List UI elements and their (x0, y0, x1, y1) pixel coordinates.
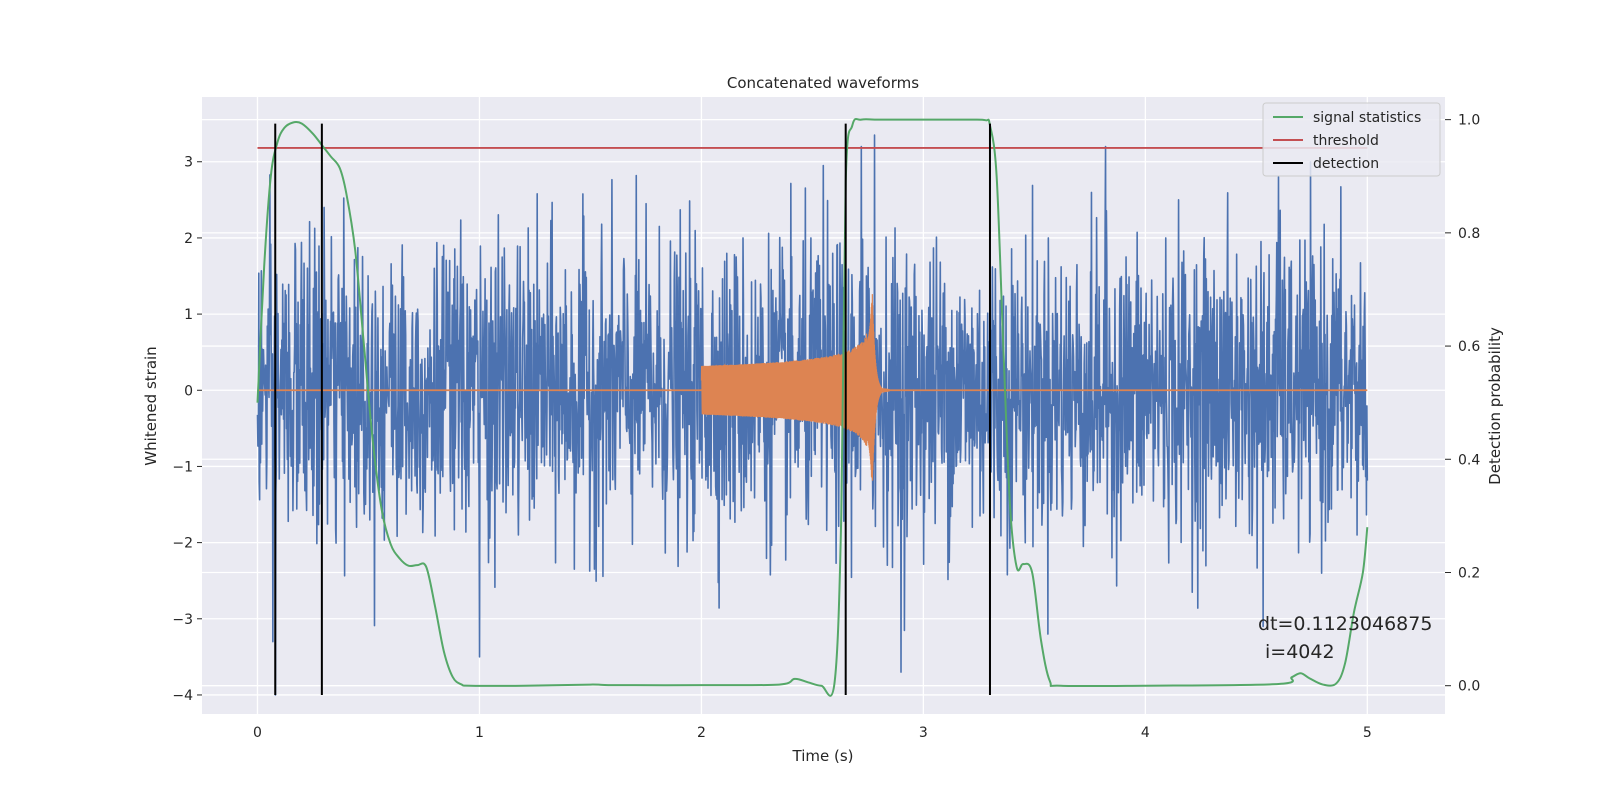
legend-label-threshold: threshold (1313, 133, 1379, 149)
y2-tick-label: 0.8 (1458, 226, 1480, 242)
legend-frame (1262, 102, 1441, 177)
y-tick-label: 3 (184, 155, 193, 171)
y-tick-label: 1 (184, 307, 193, 323)
axes: 0 1 2 3 4 5 −4 −3 −2 −1 0 1 2 3 0.0 0.2 0.4 0.6 0.8 1.0 (172, 113, 1480, 741)
annotation-index: i=4042 (1265, 641, 1335, 663)
y2-tick-label: 0.4 (1458, 452, 1480, 468)
y2-axis-label: Detection probability (1486, 327, 1504, 485)
x-axis-label: Time (s) (792, 747, 854, 765)
y-tick-label: −3 (172, 612, 193, 628)
strain-line (256, 134, 1369, 696)
x-tick-label: 4 (1141, 725, 1150, 741)
y-tick-label: 0 (184, 383, 193, 399)
y-tick-label: 2 (184, 231, 193, 247)
legend: signal statistics threshold detection (1262, 102, 1441, 177)
annotation: dt=0.1123046875 i=4042 (1258, 613, 1432, 663)
x-tick-label: 0 (253, 725, 262, 741)
y2-tick-label: 0.6 (1458, 339, 1480, 355)
legend-label-signal-statistics: signal statistics (1313, 110, 1421, 126)
legend-label-detection: detection (1313, 156, 1379, 172)
y2-tick-label: 0.0 (1458, 679, 1480, 695)
data-layer (256, 117, 1369, 697)
y-axis-label: Whitened strain (142, 346, 160, 465)
chart-title: Concatenated waveforms (727, 74, 919, 92)
y-tick-label: −2 (172, 536, 193, 552)
injection-chirp (700, 294, 891, 481)
annotation-dt: dt=0.1123046875 (1258, 613, 1432, 635)
y2-tick-label: 1.0 (1458, 113, 1480, 129)
x-tick-label: 5 (1363, 725, 1372, 741)
signal-statistics-line (256, 117, 1369, 697)
y2-tick-label: 0.2 (1458, 565, 1480, 581)
y-tick-label: −1 (172, 459, 193, 475)
y-tick-label: −4 (172, 688, 193, 704)
x-tick-label: 2 (697, 725, 706, 741)
x-tick-label: 1 (475, 725, 484, 741)
x-tick-label: 3 (919, 725, 928, 741)
